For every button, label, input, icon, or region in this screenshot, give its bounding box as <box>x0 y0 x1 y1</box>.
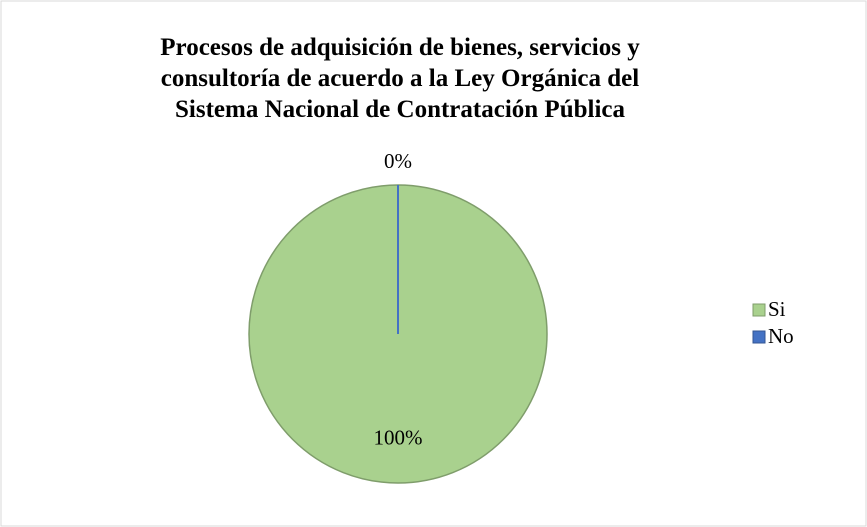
data-label: 100% <box>374 426 423 450</box>
legend-label: Si <box>768 297 786 321</box>
chart-title: Procesos de adquisición de bienes, servi… <box>160 34 640 123</box>
legend-label: No <box>768 324 794 348</box>
data-label: 0% <box>384 149 412 173</box>
legend-swatch <box>752 330 766 344</box>
legend-swatch <box>752 303 766 317</box>
